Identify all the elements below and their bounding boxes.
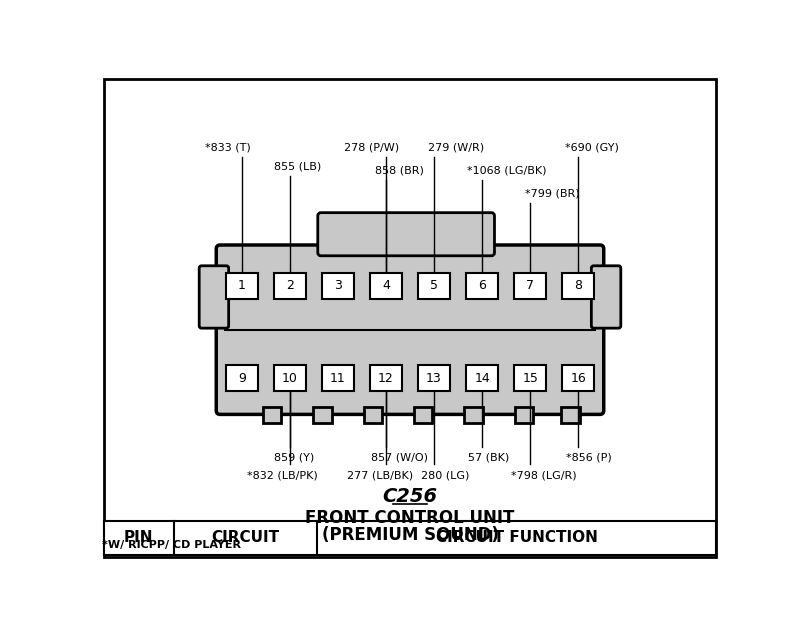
Text: CIRCUIT FUNCTION: CIRCUIT FUNCTION	[436, 530, 598, 545]
Bar	[561, 408, 580, 423]
Bar	[466, 273, 498, 299]
Bar	[322, 365, 354, 391]
Text: 1: 1	[238, 279, 246, 292]
Bar	[274, 365, 306, 391]
Bar	[370, 365, 402, 391]
Bar	[418, 365, 450, 391]
Text: C256: C256	[382, 487, 438, 507]
Bar	[104, 520, 716, 554]
Bar	[226, 273, 258, 299]
Text: 857 (W/O): 857 (W/O)	[371, 453, 429, 463]
Text: *856 (P): *856 (P)	[566, 453, 612, 463]
Bar	[370, 273, 402, 299]
Text: *690 (GY): *690 (GY)	[565, 142, 619, 152]
Text: 277 (LB/BK): 277 (LB/BK)	[346, 471, 413, 481]
Bar	[112, 536, 232, 554]
Text: 858 (BR): 858 (BR)	[375, 166, 424, 176]
Bar	[514, 365, 546, 391]
Text: 279 (W/R): 279 (W/R)	[428, 142, 484, 152]
Text: 7: 7	[526, 279, 534, 292]
Bar	[466, 365, 498, 391]
Bar	[226, 365, 258, 391]
Bar	[313, 408, 332, 423]
Text: *1068 (LG/BK): *1068 (LG/BK)	[467, 166, 546, 176]
Text: 57 (BK): 57 (BK)	[468, 453, 509, 463]
Text: 2: 2	[286, 279, 294, 292]
FancyBboxPatch shape	[318, 213, 494, 256]
Bar	[562, 273, 594, 299]
Text: 3: 3	[334, 279, 342, 292]
Text: 6: 6	[478, 279, 486, 292]
Text: PIN: PIN	[124, 530, 154, 545]
Bar	[274, 273, 306, 299]
Text: *832 (LB/PK): *832 (LB/PK)	[246, 471, 318, 481]
Text: 10: 10	[282, 372, 298, 385]
Text: 855 (LB): 855 (LB)	[274, 162, 322, 172]
Text: 16: 16	[570, 372, 586, 385]
Text: *799 (BR): *799 (BR)	[525, 189, 579, 199]
Bar	[262, 408, 282, 423]
Text: 859 (Y): 859 (Y)	[274, 453, 314, 463]
Bar	[514, 408, 534, 423]
Text: *798 (LG/R): *798 (LG/R)	[511, 471, 577, 481]
Bar	[514, 273, 546, 299]
Text: 278 (P/W): 278 (P/W)	[345, 142, 399, 152]
Bar	[414, 408, 433, 423]
Text: 9: 9	[238, 372, 246, 385]
Text: 4: 4	[382, 279, 390, 292]
Bar	[363, 408, 382, 423]
Text: 8: 8	[574, 279, 582, 292]
FancyBboxPatch shape	[591, 266, 621, 328]
FancyBboxPatch shape	[199, 266, 229, 328]
Text: *833 (T): *833 (T)	[205, 142, 250, 152]
Text: CIRCUIT: CIRCUIT	[211, 530, 279, 545]
Bar	[464, 408, 483, 423]
Text: 5: 5	[430, 279, 438, 292]
Text: 280 (LG): 280 (LG)	[421, 471, 469, 481]
Text: 15: 15	[522, 372, 538, 385]
Text: 14: 14	[474, 372, 490, 385]
Bar	[418, 273, 450, 299]
Text: 13: 13	[426, 372, 442, 385]
Text: FRONT CONTROL UNIT: FRONT CONTROL UNIT	[306, 509, 514, 527]
Text: 12: 12	[378, 372, 394, 385]
Bar	[322, 273, 354, 299]
FancyBboxPatch shape	[216, 245, 604, 415]
Bar	[562, 365, 594, 391]
Text: 11: 11	[330, 372, 346, 385]
Text: (PREMIUM SOUND): (PREMIUM SOUND)	[322, 526, 498, 544]
Text: *W/ RICPP/ CD PLAYER: *W/ RICPP/ CD PLAYER	[102, 539, 241, 549]
